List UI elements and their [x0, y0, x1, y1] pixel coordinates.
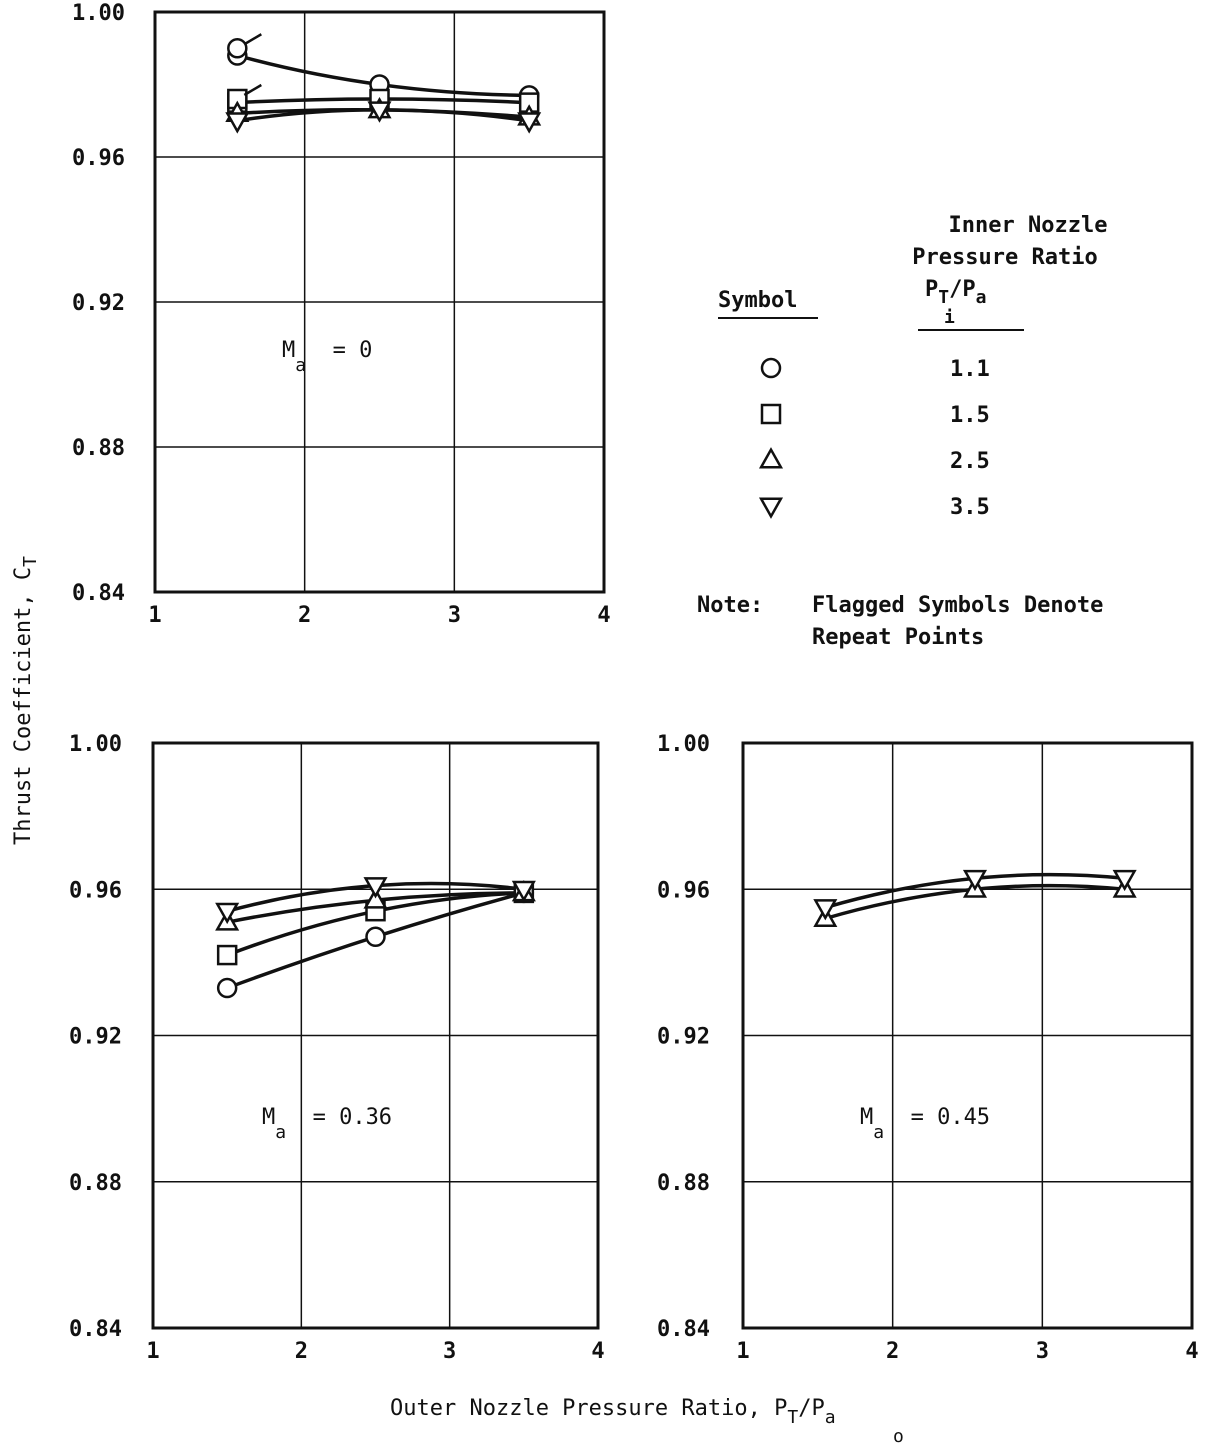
- y-tick-label: 0.84: [72, 581, 125, 606]
- triangle-up-icon: [758, 447, 784, 469]
- legend-rows: 1.1 1.5 2.5 3.5: [758, 357, 990, 520]
- y-tick-label: 0.88: [69, 1171, 122, 1196]
- y-tick-label: 0.92: [657, 1025, 710, 1050]
- mach-annotation: Ma = 0.45: [860, 1105, 990, 1143]
- y-tick-label: 0.96: [69, 878, 122, 903]
- y-tick-label: 1.00: [69, 732, 122, 757]
- x-tick-label: 3: [1036, 1339, 1049, 1364]
- data-point-circle: [365, 926, 386, 948]
- y-tick-label: 1.00: [72, 1, 125, 26]
- legend-header-line1: Inner Nozzle: [949, 213, 1108, 238]
- y-tick-label: 0.88: [657, 1171, 710, 1196]
- legend-header-i: i: [944, 307, 955, 328]
- legend-value: 3.5: [950, 495, 990, 520]
- data-point-circle: [216, 977, 238, 999]
- legend-header-p: P: [925, 277, 938, 302]
- mach-annotation: Ma = 0.36: [262, 1105, 392, 1143]
- y-tick-label: 0.88: [72, 436, 125, 461]
- mach-annotation: Ma = 0: [282, 338, 372, 376]
- data-point-triangle-down: [1112, 869, 1137, 892]
- legend: Inner Nozzle Pressure Ratio PT/Pa i Symb…: [697, 213, 1107, 650]
- data-point-triangle-down: [511, 880, 536, 903]
- y-tick-label: 1.00: [657, 732, 710, 757]
- legend-header-slash: /P: [949, 277, 976, 302]
- y-tick-label: 0.92: [69, 1025, 122, 1050]
- mach-annotation-m: M: [282, 338, 295, 363]
- data-point-triangle-down: [215, 902, 240, 925]
- y-axis-label-main: Thrust Coefficient, C: [11, 567, 36, 845]
- mach-annotation-sub: a: [295, 355, 306, 376]
- legend-value: 1.5: [950, 403, 990, 428]
- plot-frame: [151, 741, 600, 1330]
- mach-annotation-value: = 0.45: [884, 1105, 990, 1130]
- data-point-triangle-down: [363, 877, 388, 899]
- legend-note-line2: Repeat Points: [812, 625, 984, 650]
- x-tick-label: 1: [146, 1339, 159, 1364]
- x-axis-label-sub-a: a: [825, 1407, 836, 1428]
- repeat-point-circle: [227, 38, 248, 59]
- y-tick-label: 0.92: [72, 291, 125, 316]
- data-point-triangle-up: [363, 887, 388, 909]
- x-tick-label: 2: [295, 1339, 308, 1364]
- circle-icon: [760, 357, 782, 379]
- mach-annotation-value: = 0: [306, 338, 372, 363]
- x-tick-label: 1: [736, 1339, 749, 1364]
- x-tick-label: 2: [298, 603, 311, 628]
- y-axis-label-sub: T: [20, 556, 41, 567]
- repeat-flag: [243, 83, 262, 97]
- plot-frame: [153, 10, 606, 594]
- data-point-triangle-down: [813, 899, 838, 921]
- x-axis-label-sub-t: T: [787, 1407, 798, 1428]
- x-tick-label: 4: [591, 1339, 604, 1364]
- legend-header-ratio: PT/Pa: [925, 277, 986, 308]
- mach-annotation-m: M: [262, 1105, 275, 1130]
- legend-header-t: T: [938, 287, 949, 308]
- legend-value: 1.1: [950, 357, 990, 382]
- x-tick-label: 2: [886, 1339, 899, 1364]
- x-axis-label-main: Outer Nozzle Pressure Ratio, P: [390, 1396, 787, 1421]
- mach-annotation-sub: a: [873, 1122, 884, 1143]
- y-tick-label: 0.84: [657, 1317, 710, 1342]
- legend-symbol-header: Symbol: [718, 288, 797, 313]
- legend-note-label: Note:: [697, 593, 763, 618]
- panel-bottom-left: 1 2 3 4 0.84 0.88 0.92 0.96 1.00 Ma = 0.36: [69, 732, 605, 1364]
- mach-annotation-sub: a: [275, 1122, 286, 1143]
- x-axis-label-tail: /P: [798, 1396, 825, 1421]
- y-tick-label: 0.84: [69, 1317, 122, 1342]
- x-axis-label-sub-o: o: [893, 1426, 904, 1447]
- data-point-triangle-down: [367, 101, 392, 123]
- x-tick-label: 4: [1185, 1339, 1198, 1364]
- panel-bottom-right: 1 2 3 4 0.84 0.88 0.92 0.96 1.00 Ma = 0.45: [657, 732, 1199, 1364]
- legend-value: 2.5: [950, 449, 990, 474]
- x-tick-label: 4: [597, 603, 610, 628]
- repeat-flag: [243, 33, 262, 46]
- square-icon: [760, 403, 782, 425]
- legend-header-line2: Pressure Ratio: [912, 245, 1097, 270]
- data-point-triangle-down: [225, 112, 250, 134]
- y-tick-label: 0.96: [657, 878, 710, 903]
- data-point-triangle-down: [962, 869, 988, 892]
- legend-header-a: a: [976, 287, 987, 308]
- data-point-square: [216, 944, 238, 966]
- triangle-down-icon: [758, 497, 784, 519]
- x-tick-label: 1: [148, 603, 161, 628]
- mach-annotation-m: M: [860, 1105, 873, 1130]
- y-tick-label: 0.96: [72, 146, 125, 171]
- legend-note-line1: Flagged Symbols Denote: [812, 593, 1103, 618]
- panel-top-left: 1 2 3 4 0.84 0.88 0.92 0.96 1.00 Ma = 0: [72, 1, 611, 628]
- data-point-triangle-down: [517, 112, 542, 134]
- x-tick-label: 3: [448, 603, 461, 628]
- mach-annotation-value: = 0.36: [286, 1105, 392, 1130]
- x-tick-label: 3: [443, 1339, 456, 1364]
- panels: 1 2 3 4 0.84 0.88 0.92 0.96 1.00 Ma = 0 1 2 3 4 0.84 0.…: [69, 1, 1199, 1364]
- plot-frame: [741, 741, 1194, 1330]
- y-axis-label: Thrust Coefficient, CT: [11, 556, 41, 845]
- x-axis-label: Outer Nozzle Pressure Ratio, PT/Pa: [390, 1396, 836, 1428]
